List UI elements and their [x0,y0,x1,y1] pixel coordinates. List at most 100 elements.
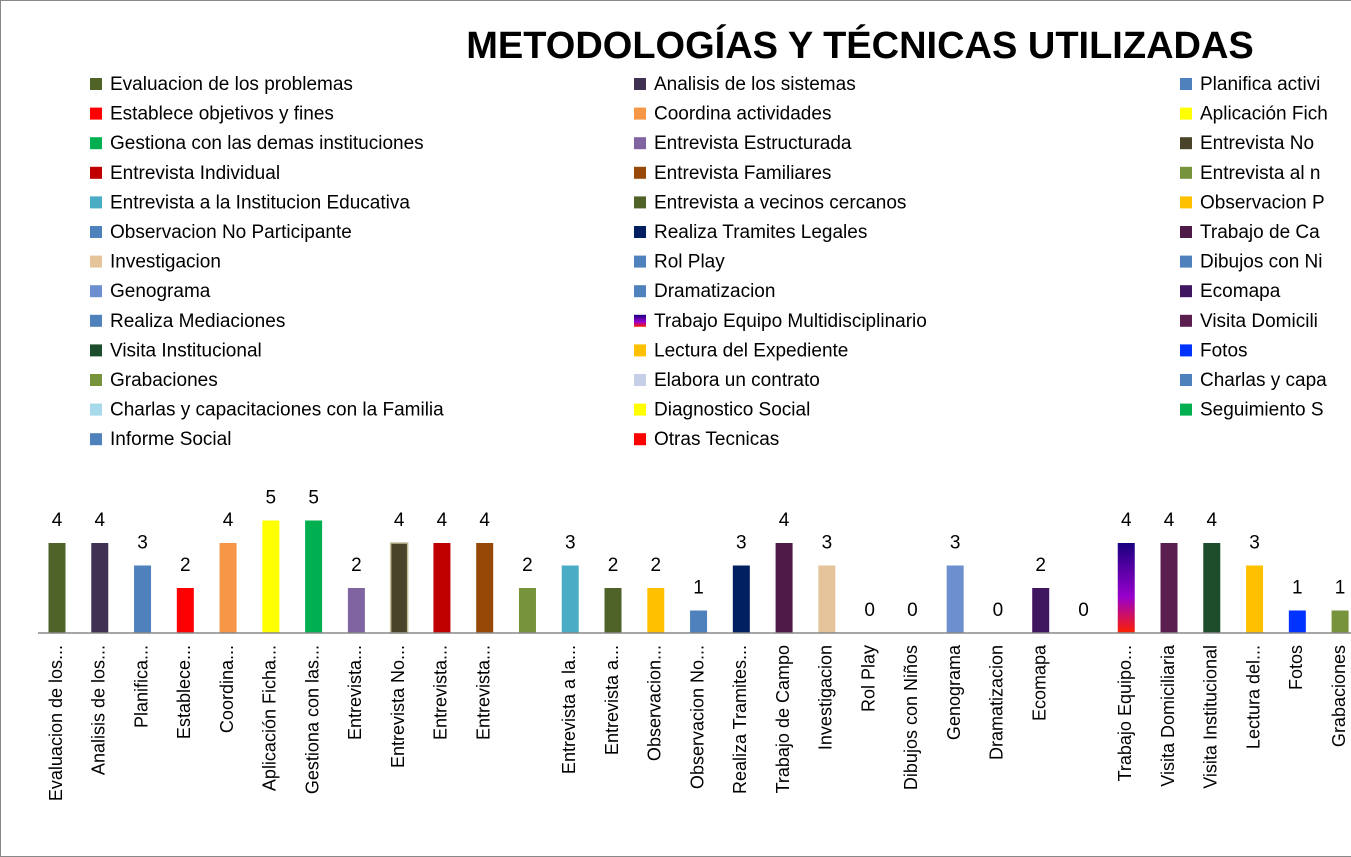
value-label: 3 [1249,533,1260,554]
legend-swatch [634,196,646,209]
x-tick-label: Entrevista... [431,645,451,740]
legend-label: Entrevista a vecinos cercanos [654,192,906,213]
legend-label: Gestiona con las demas instituciones [110,133,424,154]
value-label: 4 [94,510,105,531]
legend-label: Grabaciones [110,370,218,391]
bar [219,543,237,633]
x-tick-label: Aplicación Ficha... [260,645,280,791]
bar [1203,543,1221,633]
x-tick-label: Evaluacion de los... [46,645,66,801]
legend-swatch [1180,403,1192,416]
bar [389,542,409,634]
value-label: 4 [394,510,405,531]
legend-label: Ecomapa [1200,281,1281,302]
legend-swatch [634,137,646,150]
legend-label: Fotos [1200,340,1248,361]
legend-label: Dramatizacion [654,281,775,302]
bar [1331,610,1349,633]
legend-swatch [90,344,102,357]
value-label: 3 [822,533,833,554]
value-label: 4 [437,510,448,531]
x-tick-label: Trabajo de Campo [773,645,793,793]
legend-label: Entrevista a la Institucion Educativa [110,192,410,213]
legend-swatch [634,403,646,416]
legend-swatch [1180,78,1192,90]
legend-swatch [90,196,102,209]
legend-swatch [90,374,102,386]
value-label: 2 [1035,555,1046,576]
x-tick-label: Entrevista... [473,645,493,740]
value-label: 4 [479,510,490,531]
x-tick-label: Entrevista a... [602,645,622,755]
value-label: 0 [864,600,875,621]
legend-label: Trabajo de Ca [1200,222,1320,243]
value-label: 3 [565,533,576,554]
x-tick-label: Genograma [944,644,964,740]
value-label: 5 [266,488,277,509]
legend-label: Rol Play [654,252,725,273]
value-label: 2 [522,555,533,576]
legend-label: Observacion No Participante [110,222,352,243]
bar [433,543,451,633]
legend-label: Analisis de los sistemas [654,74,856,95]
x-tick-label: Grabaciones [1329,645,1349,747]
legend-label: Coordina actividades [654,104,831,125]
legend-swatch [90,433,102,446]
bar [91,543,109,633]
legend-swatch [1180,166,1192,179]
x-tick-label: Entrevista... [345,645,365,740]
legend-label: Visita Institucional [110,340,262,361]
value-label: 1 [1335,578,1346,599]
value-label: 5 [308,488,319,509]
legend-label: Observacion P [1200,192,1325,213]
legend-swatch [634,285,646,298]
bar [518,588,536,633]
value-label: 1 [693,578,704,599]
legend-swatch [634,433,646,446]
x-tick-label: Planifica... [131,645,151,728]
bar [818,565,836,633]
legend-swatch [634,107,646,120]
bar [604,588,622,633]
bar [732,565,750,633]
x-tick-label: Entrevista No... [388,645,408,768]
value-label: 4 [223,510,234,531]
value-label: 4 [1121,510,1132,531]
legend-swatch [90,107,102,120]
legend-swatch [1180,107,1192,120]
x-tick-label: Establece... [174,645,194,739]
bar [1288,610,1306,633]
bar [1117,543,1135,633]
x-tick-label: Observacion... [645,645,665,761]
bar [946,565,964,633]
bar [647,588,665,633]
bar [561,565,579,633]
value-label: 2 [351,555,362,576]
legend-label: Dibujos con Ni [1200,252,1323,273]
value-label: 2 [608,555,619,576]
legend-label: Informe Social [110,429,231,450]
bar [476,543,494,633]
legend-label: Trabajo Equipo Multidisciplinario [654,311,927,332]
legend-swatch [1180,196,1192,209]
value-label: 4 [779,510,790,531]
legend-swatch [90,78,102,90]
legend-swatch [634,78,646,90]
legend-label: Diagnostico Social [654,400,810,421]
x-tick-label: Gestiona con las... [302,645,322,794]
value-label: 1 [1292,578,1303,599]
legend-label: Elabora un contrato [654,370,820,391]
x-tick-label: Fotos [1286,645,1306,690]
bar [305,520,323,633]
legend-swatch [1180,344,1192,357]
x-tick-label: Investigacion [816,645,836,750]
x-tick-label: Visita Institucional [1201,645,1221,789]
x-tick-label: Entrevista a la... [559,645,579,774]
legend-swatch [1180,374,1192,386]
legend-label: Entrevista Familiares [654,163,831,184]
legend-label: Planifica activi [1200,74,1320,95]
legend-swatch [90,314,102,327]
legend-label: Otras Tecnicas [654,429,779,450]
x-tick-label: Lectura del... [1243,645,1263,749]
